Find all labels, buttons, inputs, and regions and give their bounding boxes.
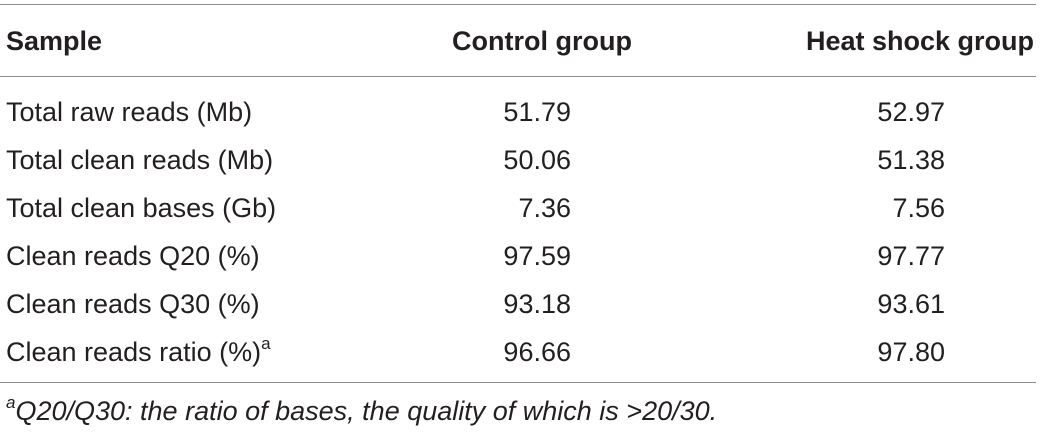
control-value: 7.36 <box>518 193 571 223</box>
heat-value: 97.80 <box>877 337 945 367</box>
header-heat-shock-group: Heat shock group <box>805 26 1034 56</box>
control-value: 50.06 <box>503 145 571 175</box>
row-label-text: Total clean bases (Gb) <box>6 193 277 223</box>
row-label: Clean reads Q30 (%) <box>6 288 260 320</box>
footnote-marker: a <box>261 334 271 353</box>
heat-value: 93.61 <box>877 289 945 319</box>
heat-value: 51.38 <box>877 145 945 175</box>
row-label: Clean reads ratio (%)a <box>6 334 271 368</box>
table-bottom-rule <box>0 382 1036 383</box>
footnote-text: Q20/Q30: the ratio of bases, the quality… <box>15 396 718 426</box>
row-label-text: Total clean reads (Mb) <box>6 145 274 175</box>
footnote-superscript: a <box>6 393 16 412</box>
heat-value: 97.77 <box>877 241 945 271</box>
row-label: Total raw reads (Mb) <box>6 96 252 128</box>
header-sample: Sample <box>6 26 103 56</box>
row-label-text: Clean reads Q20 (%) <box>6 241 260 271</box>
control-value: 93.18 <box>503 289 571 319</box>
control-value: 51.79 <box>503 97 571 127</box>
heat-value: 52.97 <box>877 97 945 127</box>
row-label-text: Clean reads ratio (%) <box>6 337 262 367</box>
header-control-group: Control group <box>452 26 632 56</box>
heat-value: 7.56 <box>892 193 945 223</box>
row-label-text: Total raw reads (Mb) <box>6 97 253 127</box>
table-header-rule <box>0 76 1036 77</box>
row-label: Total clean reads (Mb) <box>6 144 273 176</box>
control-value: 96.66 <box>503 337 571 367</box>
table-top-rule <box>0 4 1036 5</box>
row-label-text: Clean reads Q30 (%) <box>6 289 260 319</box>
row-label: Clean reads Q20 (%) <box>6 240 260 272</box>
table-footnote: aQ20/Q30: the ratio of bases, the qualit… <box>6 393 718 427</box>
control-value: 97.59 <box>503 241 571 271</box>
row-label: Total clean bases (Gb) <box>6 192 276 224</box>
